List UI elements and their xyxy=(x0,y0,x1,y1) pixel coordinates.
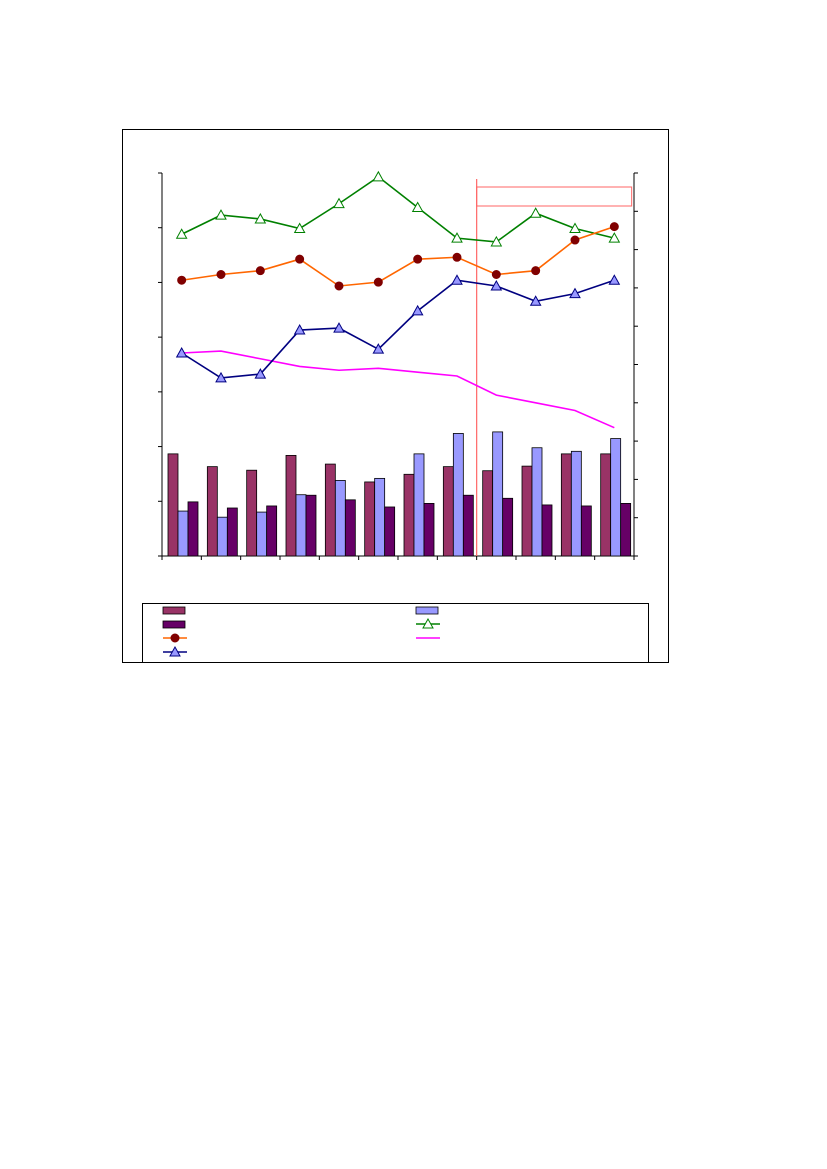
annotation-box xyxy=(476,186,633,207)
bar xyxy=(531,447,543,557)
legend-swatch xyxy=(415,606,439,615)
data-point xyxy=(333,322,345,333)
data-point xyxy=(293,222,306,234)
data-point xyxy=(334,281,344,291)
bar xyxy=(570,450,582,557)
data-point xyxy=(569,287,581,299)
bar xyxy=(334,480,346,557)
data-point xyxy=(372,343,385,354)
data-point xyxy=(608,274,621,285)
data-point xyxy=(570,235,580,245)
data-point xyxy=(293,324,306,335)
bar xyxy=(256,511,268,557)
bar xyxy=(266,505,278,557)
data-point xyxy=(169,645,181,657)
data-point xyxy=(452,252,462,262)
bar xyxy=(246,469,258,557)
bar xyxy=(295,494,307,557)
data-point xyxy=(373,277,383,287)
data-point xyxy=(608,232,621,243)
bar xyxy=(620,503,632,557)
bar xyxy=(384,506,396,557)
bar xyxy=(374,477,386,557)
bar xyxy=(177,510,189,557)
data-point xyxy=(451,274,463,285)
bar xyxy=(600,453,612,557)
legend-swatch xyxy=(162,606,186,615)
bar xyxy=(462,494,474,557)
data-point xyxy=(333,197,345,209)
legend-box xyxy=(142,603,649,663)
bar xyxy=(521,465,533,557)
bar xyxy=(285,454,297,557)
bar xyxy=(305,494,317,557)
bar xyxy=(344,499,356,557)
bar xyxy=(502,497,514,557)
data-point xyxy=(215,209,227,220)
bar xyxy=(492,431,504,557)
data-point xyxy=(254,368,267,379)
data-point xyxy=(451,232,463,243)
series-line xyxy=(181,175,615,243)
data-point xyxy=(175,346,188,358)
series-line xyxy=(181,350,615,429)
plot-area xyxy=(158,170,638,560)
data-point xyxy=(531,266,541,276)
data-point xyxy=(491,269,501,279)
data-point xyxy=(413,254,423,264)
bar xyxy=(541,504,553,557)
data-point xyxy=(216,269,226,279)
data-point xyxy=(569,222,581,234)
data-point xyxy=(529,295,542,306)
data-point xyxy=(490,279,503,291)
bar xyxy=(187,501,199,557)
bar xyxy=(216,516,228,557)
bar xyxy=(482,470,494,557)
data-point xyxy=(411,304,424,316)
data-point xyxy=(170,633,180,643)
bar xyxy=(423,503,435,557)
bar xyxy=(413,453,425,557)
bar xyxy=(364,481,376,557)
data-point xyxy=(295,254,305,264)
data-point xyxy=(254,212,267,224)
data-point xyxy=(215,371,227,383)
bar xyxy=(324,463,336,557)
bar xyxy=(206,466,218,557)
bar xyxy=(442,466,454,557)
bar xyxy=(452,433,464,557)
series-line xyxy=(181,279,615,379)
legend-swatch xyxy=(162,620,186,629)
data-point xyxy=(177,275,187,285)
data-point xyxy=(609,222,619,232)
bar xyxy=(167,453,179,557)
bar xyxy=(403,473,415,557)
bar xyxy=(610,438,622,557)
bar xyxy=(580,505,592,557)
data-point xyxy=(422,617,434,629)
data-point xyxy=(372,170,385,182)
data-point xyxy=(529,207,542,218)
bar xyxy=(560,453,572,557)
series-line xyxy=(181,225,615,287)
chart-frame xyxy=(122,129,669,663)
bar xyxy=(226,507,238,557)
data-point xyxy=(255,266,265,276)
data-point xyxy=(411,201,424,212)
legend xyxy=(142,603,649,663)
data-point xyxy=(175,228,188,239)
data-point xyxy=(490,235,503,247)
